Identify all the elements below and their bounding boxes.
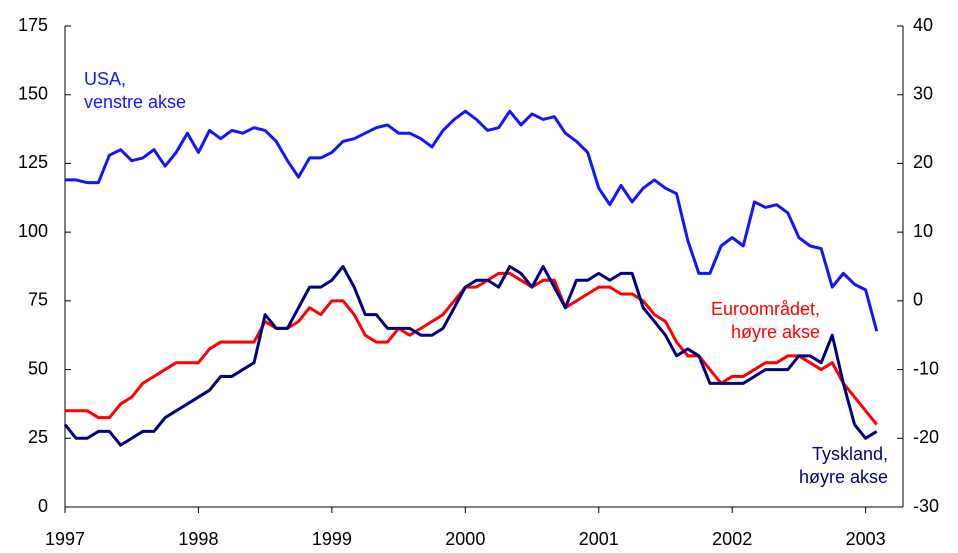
annotation: USA, <box>84 69 126 89</box>
annotation: Euroområdet, <box>711 299 820 319</box>
y2-tick-label: 30 <box>913 83 933 103</box>
y2-tick-label: 40 <box>913 15 933 35</box>
y-tick-label: 100 <box>18 221 48 241</box>
y2-tick-label: -10 <box>913 358 939 378</box>
x-tick-label: 1998 <box>178 529 218 549</box>
y-tick-label: 150 <box>18 83 48 103</box>
y-tick-label: 0 <box>38 496 48 516</box>
x-tick-label: 2003 <box>846 529 886 549</box>
x-tick-label: 2001 <box>579 529 619 549</box>
x-tick-label: 2002 <box>712 529 752 549</box>
y-tick-label: 175 <box>18 15 48 35</box>
x-tick-label: 2000 <box>445 529 485 549</box>
y2-tick-label: -20 <box>913 427 939 447</box>
y-tick-label: 125 <box>18 152 48 172</box>
annotation: venstre akse <box>84 92 186 112</box>
series-line <box>63 265 878 447</box>
annotation: høyre akse <box>731 322 820 342</box>
x-tick-label: 1999 <box>312 529 352 549</box>
y2-tick-label: 0 <box>913 290 923 310</box>
annotation: Tyskland, <box>812 444 888 464</box>
y-tick-label: 75 <box>28 290 48 310</box>
y2-tick-label: -30 <box>913 496 939 516</box>
annotation: høyre akse <box>799 467 888 487</box>
y-tick-label: 25 <box>28 427 48 447</box>
y2-tick-label: 10 <box>913 221 933 241</box>
series-line <box>65 109 879 332</box>
y-tick-label: 50 <box>28 358 48 378</box>
series-line <box>65 271 878 426</box>
x-tick-label: 1997 <box>45 529 85 549</box>
y2-tick-label: 20 <box>913 152 933 172</box>
